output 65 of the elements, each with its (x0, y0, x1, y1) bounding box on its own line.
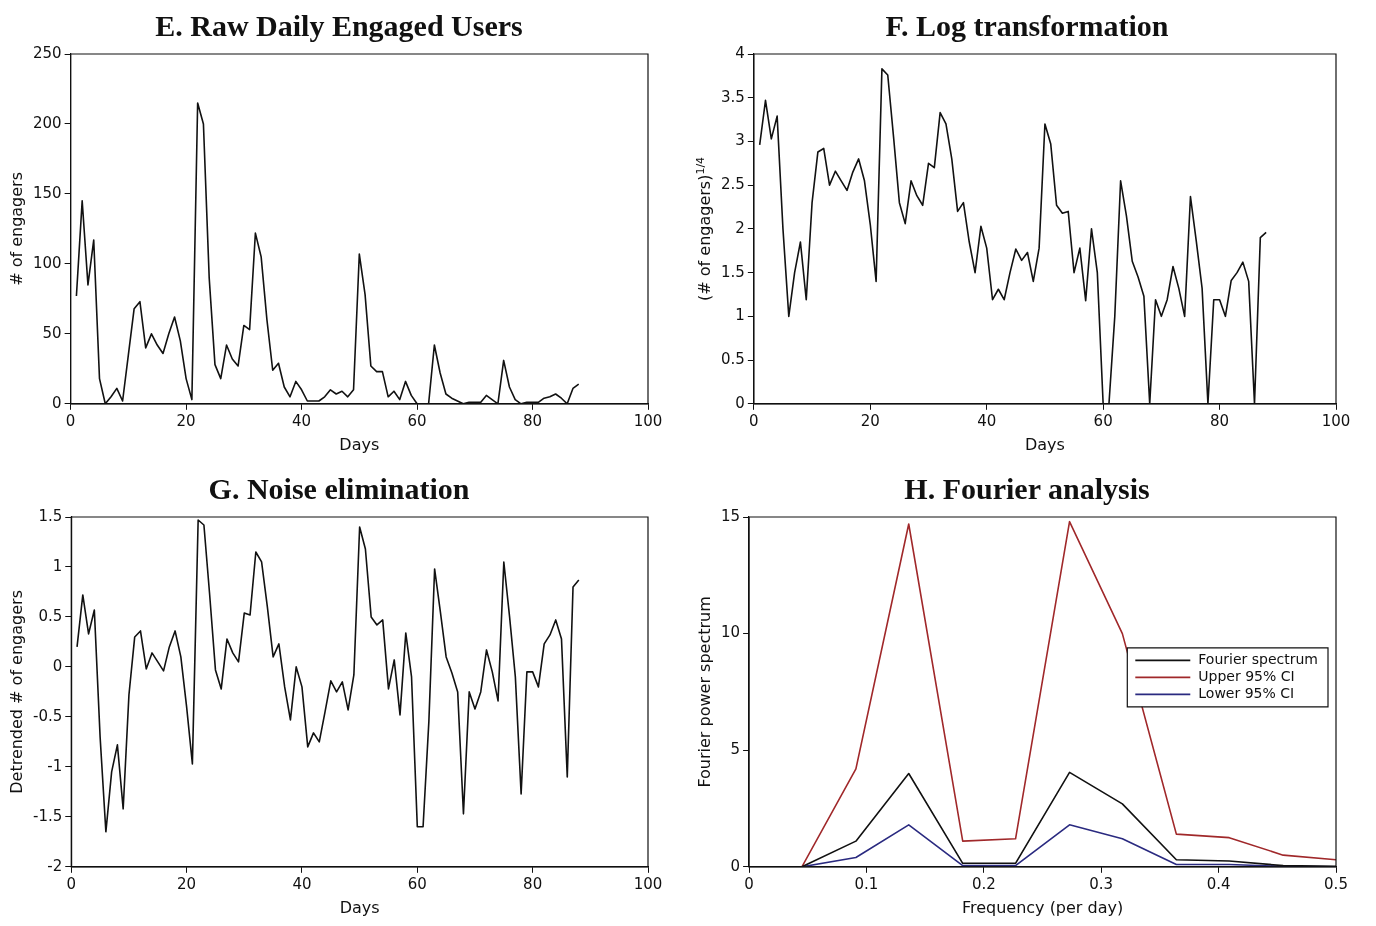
y-tick-label: -2 (47, 856, 63, 875)
chart-title: H. Fourier analysis (904, 471, 1150, 505)
x-tick-label: 0.1 (854, 874, 879, 893)
y-tick-label: 2.5 (721, 175, 745, 194)
y-tick-label: -1 (47, 756, 63, 775)
x-tick-label: 60 (1093, 411, 1113, 430)
y-tick-label: 1.5 (38, 506, 63, 525)
y-tick-label: 1 (735, 306, 745, 325)
x-tick-label: 0.3 (1089, 874, 1114, 893)
y-axis-title: Detrended # of engagers (7, 590, 27, 794)
y-tick-label: 0.5 (721, 349, 745, 368)
y-tick-label: 150 (32, 183, 62, 202)
y-tick-label: 2 (735, 218, 745, 237)
x-tick-label: 80 (1210, 411, 1230, 430)
x-tick-label: 60 (407, 874, 427, 893)
x-tick-label: 20 (860, 411, 880, 430)
y-tick-label: 1.5 (721, 262, 745, 281)
x-tick-label: 0.5 (1324, 874, 1348, 893)
x-tick-label: 100 (1321, 411, 1351, 430)
legend-label: Upper 95% CI (1198, 668, 1295, 684)
x-tick-label: 100 (633, 411, 663, 430)
x-tick-label: 0 (749, 411, 759, 430)
y-tick-label: -0.5 (32, 706, 63, 725)
x-tick-label: 40 (292, 874, 312, 893)
y-axis-title: # of engagers (7, 171, 27, 286)
y-tick-label: 3.5 (721, 87, 745, 106)
y-tick-label: 4 (735, 43, 745, 62)
x-tick-label: 0.4 (1206, 874, 1231, 893)
x-tick-label: 20 (177, 874, 197, 893)
x-tick-label: 0.2 (971, 874, 996, 893)
y-tick-label: 15 (720, 506, 741, 525)
x-axis-title: Days (339, 897, 380, 917)
y-tick-label: 200 (32, 113, 62, 132)
chart-title: G. Noise elimination (208, 471, 470, 505)
y-tick-label: 250 (32, 43, 62, 62)
x-axis-title: Days (339, 434, 380, 454)
y-tick-label: 100 (32, 253, 62, 272)
x-tick-label: 80 (522, 411, 543, 430)
legend-label: Lower 95% CI (1198, 685, 1295, 701)
x-tick-label: 0 (66, 874, 77, 893)
y-tick-label: -1.5 (32, 806, 63, 825)
y-tick-label: 0 (52, 393, 62, 412)
y-tick-label: 50 (42, 323, 62, 342)
y-tick-label: 1 (52, 556, 63, 575)
y-axis-title: (# of engagers)1/4 (694, 156, 715, 301)
x-tick-label: 100 (633, 874, 663, 893)
y-tick-label: 10 (720, 623, 741, 642)
x-tick-label: 60 (407, 411, 427, 430)
y-tick-label: 0.5 (38, 606, 63, 625)
x-axis-title: Frequency (per day) (961, 897, 1124, 917)
y-tick-label: 5 (730, 740, 741, 759)
y-tick-label: 0 (730, 856, 741, 875)
y-tick-label: 3 (735, 131, 745, 150)
chart-title: E. Raw Daily Engaged Users (155, 8, 523, 42)
x-tick-label: 20 (176, 411, 196, 430)
y-tick-label: 0 (735, 393, 745, 412)
x-tick-label: 80 (523, 874, 543, 893)
x-tick-label: 0 (65, 411, 76, 430)
y-tick-label: 0 (52, 656, 63, 675)
legend-label: Fourier spectrum (1198, 651, 1319, 667)
chart-title: F. Log transformation (885, 8, 1169, 42)
x-tick-label: 40 (977, 411, 997, 430)
y-axis-title: Fourier power spectrum (695, 596, 715, 788)
x-tick-label: 40 (292, 411, 312, 430)
x-axis-title: Days (1024, 434, 1065, 454)
